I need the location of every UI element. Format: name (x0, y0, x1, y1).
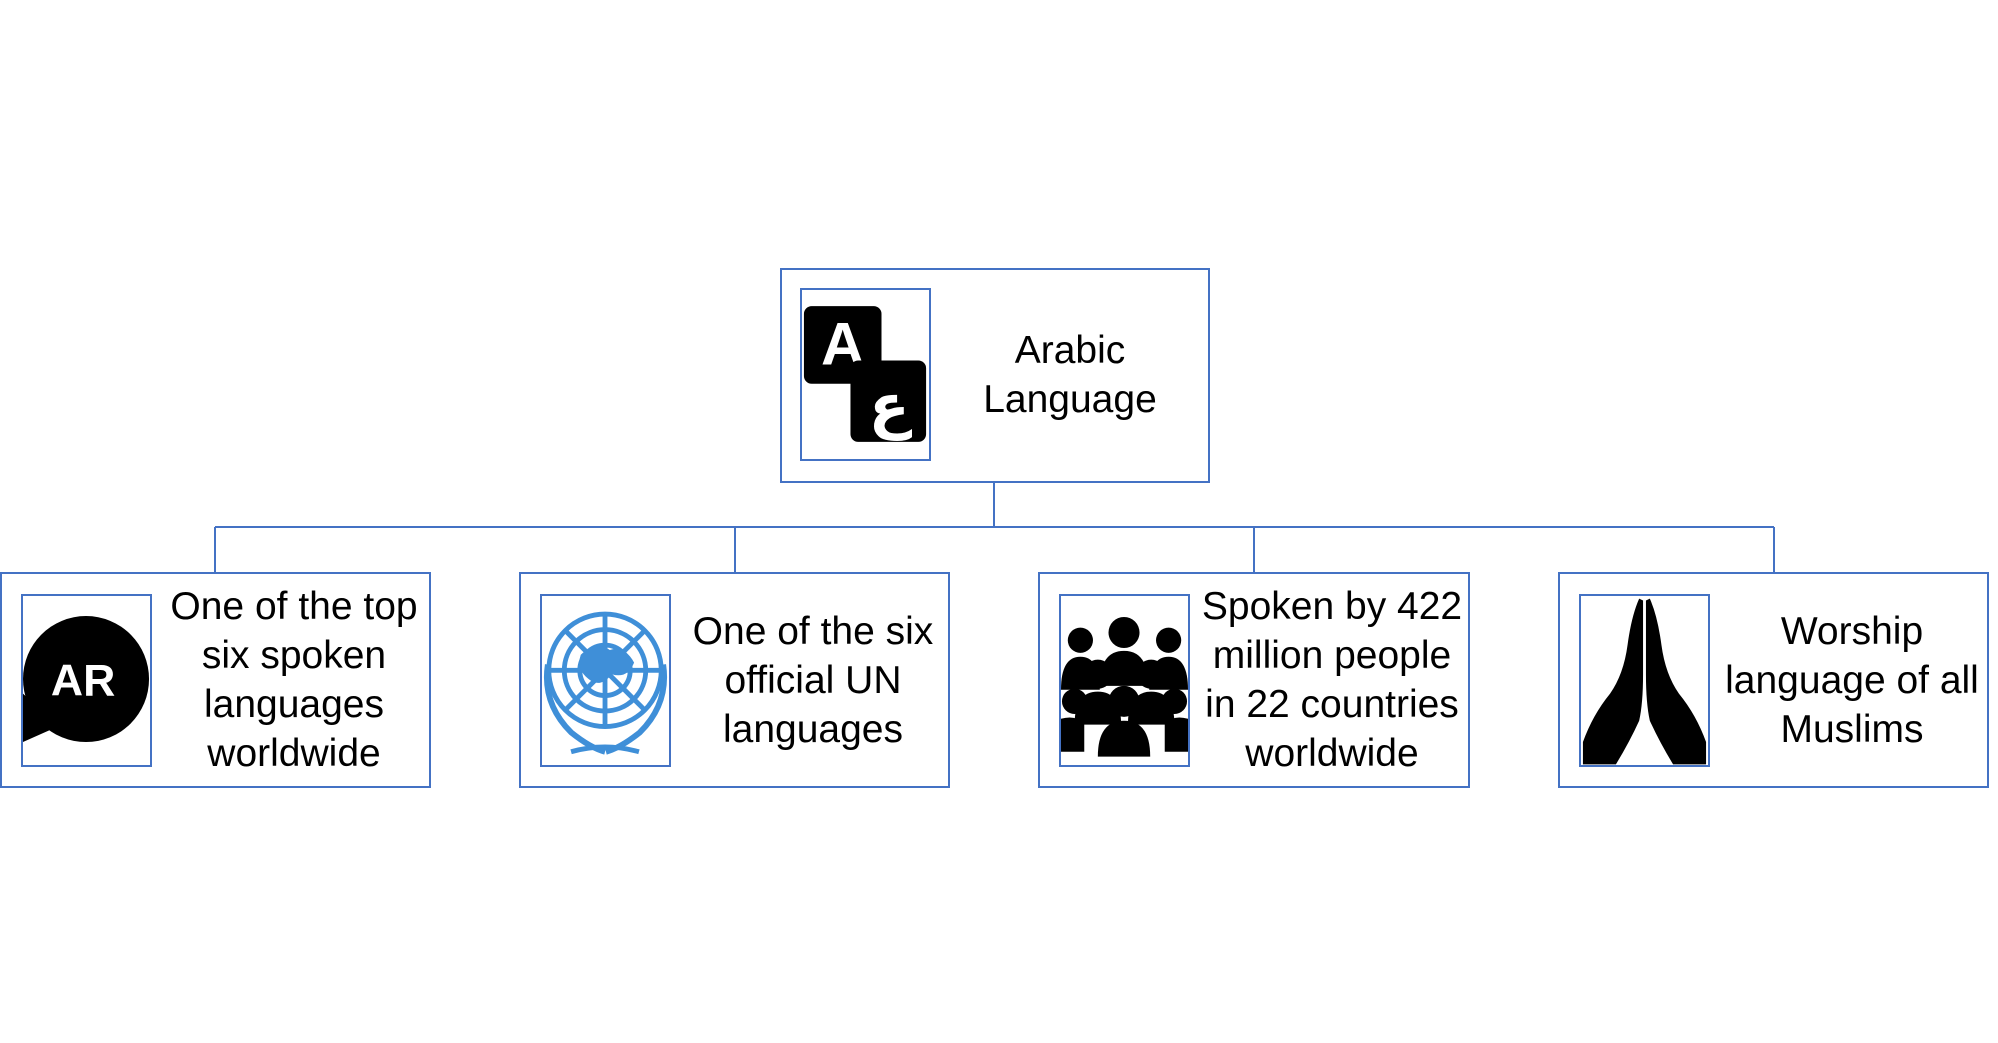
child-4-icon-frame (1579, 594, 1710, 767)
ar-speech-bubble-icon: AR (23, 616, 150, 743)
people-group-icon (1061, 617, 1188, 757)
praying-hands-icon (1582, 598, 1707, 765)
un-emblem-icon (544, 611, 667, 755)
child-2-label: One of the six official UN languages (692, 609, 934, 751)
child-3-icon-frame (1059, 594, 1190, 767)
ar-icon-text: AR (51, 657, 115, 706)
child-1-icon-frame: AR (21, 594, 152, 767)
child-4-label: Worship language of all Muslims (1725, 609, 1979, 751)
root-label: Arabic Language (983, 329, 1157, 421)
child-2-icon-frame (540, 594, 671, 767)
svg-text:ع: ع (869, 371, 913, 441)
child-1-label: One of the top six spoken languages worl… (170, 585, 418, 775)
root-icon-frame: A ع (800, 288, 931, 461)
arabic-letters-icon: A ع (803, 306, 927, 442)
child-3-label: Spoken by 422 million people in 22 count… (1201, 585, 1463, 775)
